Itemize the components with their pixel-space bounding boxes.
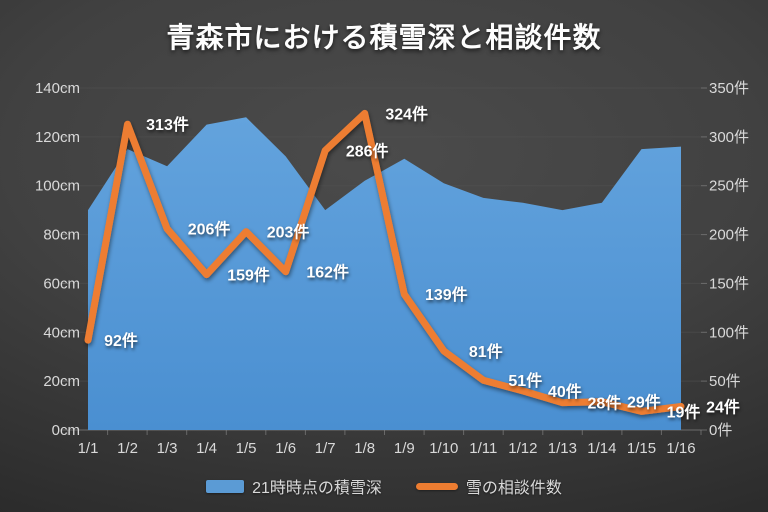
x-axis-tick-label: 1/14 [587,440,616,457]
x-axis-tick-label: 1/11 [469,440,497,457]
data-label: 206件 [188,220,231,239]
data-label: 19件 [667,402,701,421]
left-axis-tick-label: 120cm [35,129,80,146]
right-axis-tick-label: 250件 [709,178,749,195]
series-layer [84,109,685,431]
x-axis-tick-label: 1/2 [117,440,138,457]
data-label: 40件 [548,382,582,401]
area-series-swatch-icon [206,479,245,493]
x-axis-tick-label: 1/8 [354,440,375,457]
consultations-line-series [84,109,685,415]
left-axis-tick-label: 80cm [43,227,80,244]
right-axis-tick-label: 100件 [709,324,749,341]
data-label: 28件 [587,394,621,413]
x-axis-tick-label: 1/9 [394,440,415,457]
x-axis-tick-label: 1/10 [429,440,458,457]
x-axis-tick-label: 1/6 [275,440,296,457]
left-axis-tick-label: 20cm [43,373,80,390]
label-layer: 92件 313件 206件 159件 203件 162件 286件 324件 139件 81件 51… [104,104,740,421]
x-axis-tick-label: 1/7 [315,440,336,457]
data-label: 159件 [227,266,270,285]
x-axis-tick-label: 1/5 [236,440,257,457]
x-axis-tick-label: 1/16 [666,440,695,457]
left-axis-tick-label: 100cm [35,178,80,195]
right-axis-tick-label: 0件 [709,422,732,439]
right-axis-tick-label: 200件 [709,227,749,244]
x-axis-tick-label: 1/12 [508,440,537,457]
right-axis-tick-label: 350件 [709,80,749,97]
x-axis-tick-label: 1/3 [157,440,178,457]
chart-title: 青森市における積雪深と相談件数 [166,22,602,53]
data-label: 29件 [627,393,661,412]
data-label: 162件 [306,263,349,282]
legend-item-snow-depth: 21時時点の積雪深 [206,474,382,498]
data-label: 313件 [146,115,189,134]
data-label: 24件 [706,398,740,417]
left-axis-tick-label: 40cm [43,324,80,341]
data-label: 81件 [469,342,503,361]
x-axis-tick-label: 1/13 [548,440,577,457]
data-label: 324件 [385,104,428,123]
left-axis-tick-label: 140cm [35,80,80,97]
left-axis-tick-label: 0cm [52,422,80,439]
data-label: 92件 [104,331,138,350]
right-axis-tick-label: 50件 [709,373,741,390]
snow-depth-area-series [88,117,681,431]
right-axis-tick-label: 300件 [709,129,749,146]
legend-label-snow-depth: 21時時点の積雪深 [252,480,382,497]
left-axis-tick-label: 60cm [43,275,80,292]
data-label: 286件 [346,142,389,161]
right-axis-tick-label: 150件 [709,275,749,292]
line-series-swatch-icon [415,482,458,490]
data-label: 51件 [508,371,542,390]
x-axis-tick-label: 1/15 [627,440,656,457]
legend-item-consultations: 雪の相談件数 [415,474,562,498]
chart-legend: 21時時点の積雪深 雪の相談件数 [0,474,768,498]
data-label: 139件 [425,285,468,304]
data-label: 203件 [267,223,310,242]
x-axis-tick-label: 1/1 [78,440,99,457]
x-axis-tick-label: 1/4 [196,440,217,457]
legend-label-consultations: 雪の相談件数 [465,480,562,497]
